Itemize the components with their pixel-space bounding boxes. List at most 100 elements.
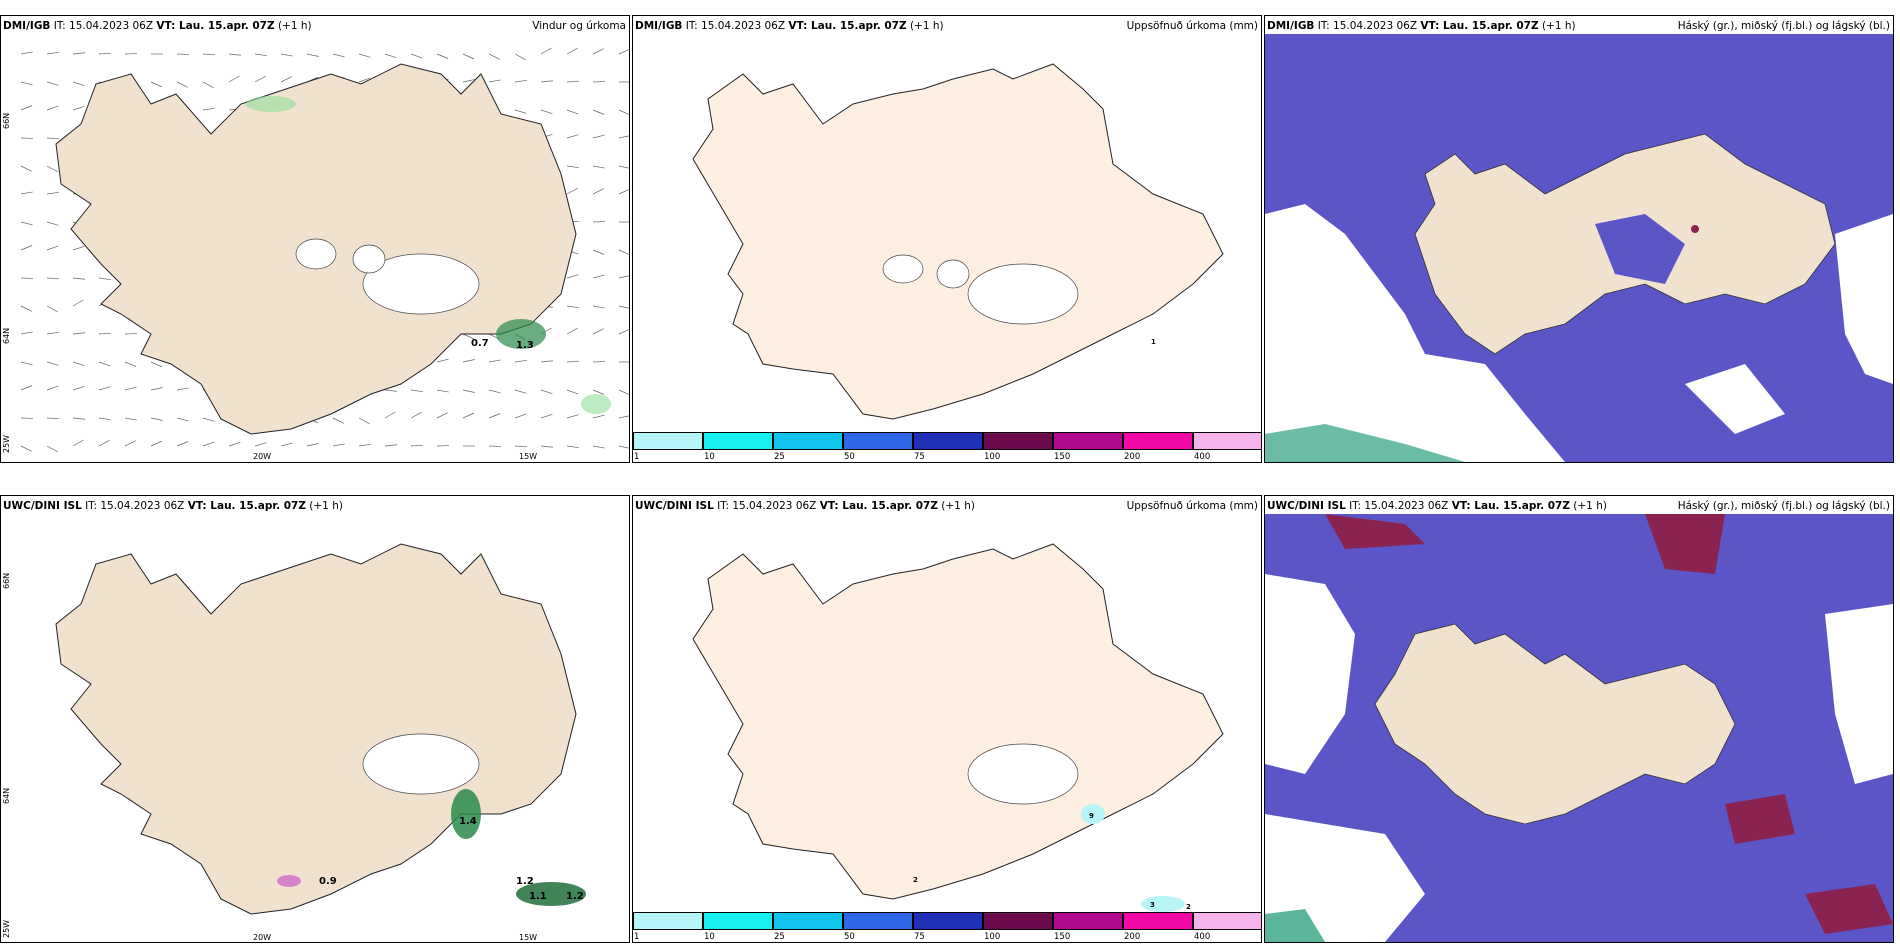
legend-swatch	[633, 912, 703, 930]
wind-barb	[98, 332, 111, 335]
wind-barb	[98, 386, 111, 391]
legend-label: 150	[1054, 452, 1071, 462]
wind-barb	[46, 221, 59, 226]
wind-barb	[280, 442, 293, 447]
wind-barb	[72, 361, 85, 367]
wind-barb	[566, 109, 579, 115]
precip-value: 1.4	[459, 816, 477, 827]
wind-barb	[618, 305, 629, 309]
wind-barb	[20, 361, 33, 366]
legend-swatch	[773, 432, 843, 450]
legend-swatch	[1123, 432, 1193, 450]
precip-green-patch	[516, 882, 586, 906]
wind-barb	[410, 389, 423, 393]
legend-swatch	[703, 432, 773, 450]
map-wind-precip: 0.9 1.4 1.2 1.1 1.2 66N 64N 25W 20W 15W	[2, 543, 586, 942]
wind-barb	[462, 359, 475, 363]
wind-barb	[540, 80, 553, 83]
wind-barb	[358, 77, 371, 83]
wind-barb	[20, 105, 33, 111]
wind-barb	[72, 277, 85, 280]
wind-barb	[436, 389, 449, 393]
wind-barb	[124, 386, 137, 391]
wind-barb	[124, 417, 137, 421]
wind-barb	[618, 49, 629, 55]
wind-barb	[46, 361, 59, 366]
map-wind-precip: 0.7 1.3 66N 64N 25W 20W 15W	[2, 47, 629, 461]
wind-barb	[254, 442, 267, 447]
wind-barb	[46, 165, 58, 172]
precip-value: 0.9	[319, 876, 337, 887]
wind-barb	[566, 445, 579, 449]
wind-barb	[98, 417, 111, 421]
wind-barb	[410, 412, 422, 419]
panel-title: DMI/IGB IT: 15.04.2023 06Z VT: Lau. 15.a…	[1267, 20, 1576, 32]
lon-tick: 25W	[2, 920, 11, 938]
wind-barb	[618, 389, 629, 395]
cloud-high-layer	[1645, 514, 1725, 574]
wind-barb	[46, 51, 59, 55]
iceland-land	[1374, 623, 1736, 825]
legend-swatch	[1193, 912, 1261, 930]
wind-barb	[592, 249, 605, 255]
wind-barb	[618, 189, 629, 195]
iceland-land	[692, 63, 1224, 420]
legend-label: 1	[634, 452, 640, 462]
wind-barb	[72, 81, 85, 87]
wind-barb	[228, 441, 241, 447]
wind-barb	[566, 48, 578, 55]
wind-barb	[72, 245, 85, 251]
wind-barb	[514, 53, 526, 60]
wind-barb	[254, 76, 266, 83]
wind-barb	[228, 53, 241, 56]
wind-barb	[540, 47, 552, 55]
legend-swatch	[1193, 432, 1261, 450]
legend-swatch	[703, 912, 773, 930]
legend-label: 400	[1194, 452, 1211, 462]
panel-clouds-dmi: DMI/IGB IT: 15.04.2023 06Z VT: Lau. 15.a…	[1264, 15, 1894, 463]
precip-purple-patch	[277, 875, 301, 887]
glacier-vatnajokull	[967, 263, 1079, 325]
wind-barb	[514, 413, 527, 419]
precip-value: 9	[1089, 812, 1094, 820]
wind-barb	[228, 75, 240, 83]
legend-swatch	[1053, 912, 1123, 930]
precip-green-patch	[451, 789, 481, 839]
wind-barb	[618, 415, 629, 419]
lon-tick: 15W	[519, 933, 537, 942]
wind-barb	[202, 417, 215, 422]
precip-value: 2	[913, 876, 918, 884]
wind-barb	[150, 361, 163, 368]
wind-barb	[592, 134, 605, 139]
wind-barb	[462, 79, 475, 83]
wind-barb	[98, 440, 110, 447]
wind-barb	[20, 331, 33, 335]
wind-barb	[514, 445, 527, 448]
panel-title: DMI/IGB IT: 15.04.2023 06Z VT: Lau. 15.a…	[3, 20, 312, 32]
precip-value: 1.2	[566, 891, 584, 902]
glacier-hofsjokull	[352, 244, 386, 274]
panel-subtitle: Háský (gr.), miðský (fj.bl.) og lágský (…	[1677, 500, 1890, 512]
wind-barb	[462, 389, 475, 393]
iceland-land	[55, 543, 577, 915]
legend-swatch	[843, 912, 913, 930]
wind-barb	[202, 441, 215, 447]
cloud-free-area	[1835, 214, 1893, 384]
legend-swatch	[773, 912, 843, 930]
wind-barb	[72, 439, 84, 447]
wind-barb	[46, 445, 58, 452]
wind-barb	[566, 134, 579, 139]
legend-label: 50	[844, 932, 855, 942]
lon-tick: 20W	[253, 933, 271, 942]
panel-title: DMI/IGB IT: 15.04.2023 06Z VT: Lau. 15.a…	[635, 20, 944, 32]
wind-barb	[488, 389, 501, 394]
wind-barb	[254, 53, 267, 57]
wind-barb	[20, 245, 33, 251]
wind-barb	[332, 443, 345, 447]
wind-barb	[202, 107, 215, 111]
wind-barb	[618, 109, 629, 115]
panel-wind-precip-dmi: DMI/IGB IT: 15.04.2023 06Z VT: Lau. 15.a…	[0, 15, 630, 463]
panel-title: UWC/DINI ISL IT: 15.04.2023 06Z VT: Lau.…	[3, 500, 343, 512]
wind-barb	[150, 417, 163, 421]
panel-subtitle: Vindur og úrkoma	[532, 20, 626, 32]
